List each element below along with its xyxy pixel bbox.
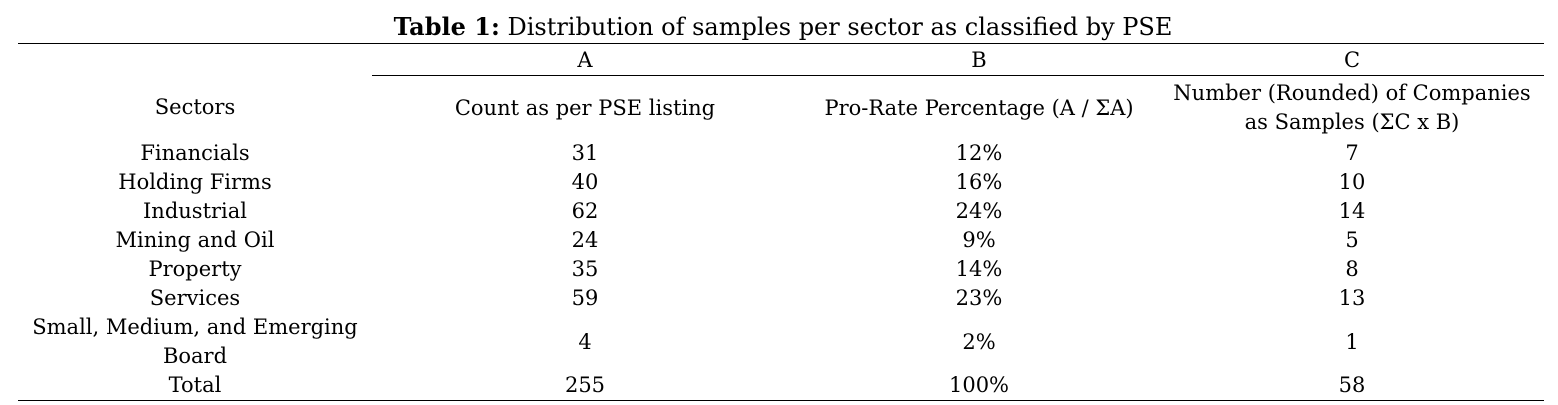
cell-count: 59 bbox=[571, 286, 599, 310]
total-samples: 58 bbox=[1160, 371, 1544, 401]
cell-sector: Financials bbox=[140, 141, 250, 165]
header-sectors: Sectors bbox=[154, 95, 236, 120]
cell-samples: 8 bbox=[1345, 257, 1359, 281]
header-samples: Number (Rounded) of Companies as Samples… bbox=[1173, 81, 1531, 134]
sector-distribution-table: A B C Sectors Count as per PSE listing P… bbox=[18, 43, 1544, 401]
total-count: 255 bbox=[372, 371, 798, 401]
column-letter-row: A B C bbox=[18, 43, 1544, 76]
cell-count: 31 bbox=[571, 141, 599, 165]
table-header-row: Sectors Count as per PSE listing Pro-Rat… bbox=[18, 76, 1544, 140]
table-caption-text: Distribution of samples per sector as cl… bbox=[507, 13, 1173, 41]
cell-percentage: 9% bbox=[962, 228, 996, 252]
table-caption: Table 1: Distribution of samples per sec… bbox=[0, 12, 1558, 42]
table-row: Holding Firms 40 16% 10 bbox=[18, 168, 1544, 197]
cell-percentage: 23% bbox=[955, 286, 1003, 310]
cell-sector: Services bbox=[149, 286, 241, 310]
cell-samples: 10 bbox=[1338, 170, 1366, 194]
cell-percentage: 2% bbox=[962, 329, 996, 354]
table-row: Property 35 14% 8 bbox=[18, 255, 1544, 284]
cell-count: 35 bbox=[571, 257, 599, 281]
total-percentage: 100% bbox=[798, 371, 1160, 401]
cell-percentage: 24% bbox=[955, 199, 1003, 223]
cell-sector: Small, Medium, and Emerging Board bbox=[32, 315, 358, 368]
column-letter-blank bbox=[18, 43, 372, 76]
column-letter-a: A bbox=[372, 43, 798, 76]
cell-samples: 7 bbox=[1345, 141, 1359, 165]
table-row: Financials 31 12% 7 bbox=[18, 139, 1544, 168]
cell-count: 4 bbox=[578, 329, 592, 354]
table-row: Services 59 23% 13 bbox=[18, 284, 1544, 313]
cell-sector: Industrial bbox=[143, 199, 247, 223]
total-label: Total bbox=[18, 371, 372, 401]
table-caption-label: Table 1: bbox=[393, 12, 500, 41]
cell-sector: Property bbox=[148, 257, 242, 281]
header-count: Count as per PSE listing bbox=[454, 95, 716, 120]
cell-count: 24 bbox=[571, 228, 599, 252]
cell-percentage: 14% bbox=[955, 257, 1003, 281]
table-row: Industrial 62 24% 14 bbox=[18, 197, 1544, 226]
header-percentage: Pro-Rate Percentage (A / ΣA) bbox=[824, 95, 1134, 120]
table-row: Mining and Oil 24 9% 5 bbox=[18, 226, 1544, 255]
table-row: Small, Medium, and Emerging Board 4 2% 1 bbox=[18, 313, 1544, 371]
cell-samples: 14 bbox=[1338, 199, 1366, 223]
cell-samples: 13 bbox=[1338, 286, 1366, 310]
cell-sector: Mining and Oil bbox=[115, 228, 275, 252]
column-letter-c: C bbox=[1160, 43, 1544, 76]
cell-sector: Holding Firms bbox=[118, 170, 272, 194]
cell-count: 62 bbox=[571, 199, 599, 223]
cell-samples: 1 bbox=[1345, 329, 1359, 354]
table-total-row: Total 255 100% 58 bbox=[18, 371, 1544, 401]
cell-samples: 5 bbox=[1345, 228, 1359, 252]
column-letter-b: B bbox=[798, 43, 1160, 76]
cell-percentage: 16% bbox=[955, 170, 1003, 194]
cell-percentage: 12% bbox=[955, 141, 1003, 165]
cell-count: 40 bbox=[571, 170, 599, 194]
